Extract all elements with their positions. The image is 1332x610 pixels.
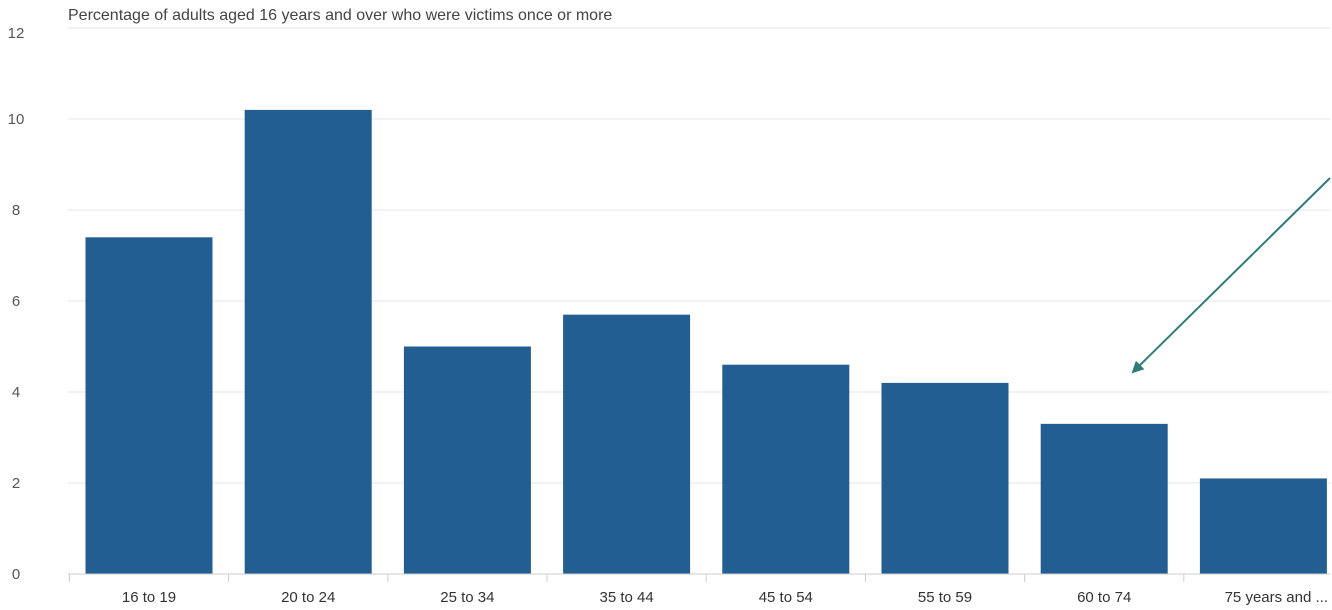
bars bbox=[85, 109, 1327, 575]
x-tick-label: 55 to 59 bbox=[918, 589, 972, 606]
y-tick-label: 4 bbox=[12, 384, 20, 401]
x-tick-label: 25 to 34 bbox=[440, 589, 494, 606]
bar-55-to-59[interactable] bbox=[881, 382, 1009, 574]
y-tick-label: 12 bbox=[8, 25, 25, 42]
y-tick-label: 8 bbox=[12, 202, 20, 219]
x-tick-label: 75 years and ... bbox=[1225, 589, 1328, 606]
y-tick-label: 2 bbox=[12, 475, 20, 492]
chart-subtitle: Percentage of adults aged 16 years and o… bbox=[68, 7, 612, 24]
axes: 0 2 4 6 8 10 12 16 to 19 20 to 24 25 to 34 35 to 4… bbox=[8, 25, 1330, 606]
bar-35-to-44[interactable] bbox=[563, 314, 691, 574]
bar-20-to-24[interactable] bbox=[244, 109, 372, 575]
bar-60-to-74[interactable] bbox=[1040, 423, 1168, 574]
bar-16-to-19[interactable] bbox=[85, 237, 213, 575]
y-tick-label: 10 bbox=[8, 111, 25, 128]
y-tick-label: 0 bbox=[12, 566, 20, 583]
x-tick-label: 16 to 19 bbox=[122, 589, 176, 606]
x-tick-label: 35 to 44 bbox=[599, 589, 653, 606]
bar-75-years-and[interactable] bbox=[1199, 478, 1327, 574]
x-tick-label: 60 to 74 bbox=[1077, 589, 1131, 606]
bar-25-to-34[interactable] bbox=[403, 346, 531, 575]
bar-45-to-54[interactable] bbox=[722, 364, 850, 574]
x-tick-label: 20 to 24 bbox=[281, 589, 335, 606]
annotation-arrow bbox=[1131, 177, 1331, 374]
y-tick-label: 6 bbox=[12, 293, 20, 310]
x-tick-label: 45 to 54 bbox=[759, 589, 813, 606]
